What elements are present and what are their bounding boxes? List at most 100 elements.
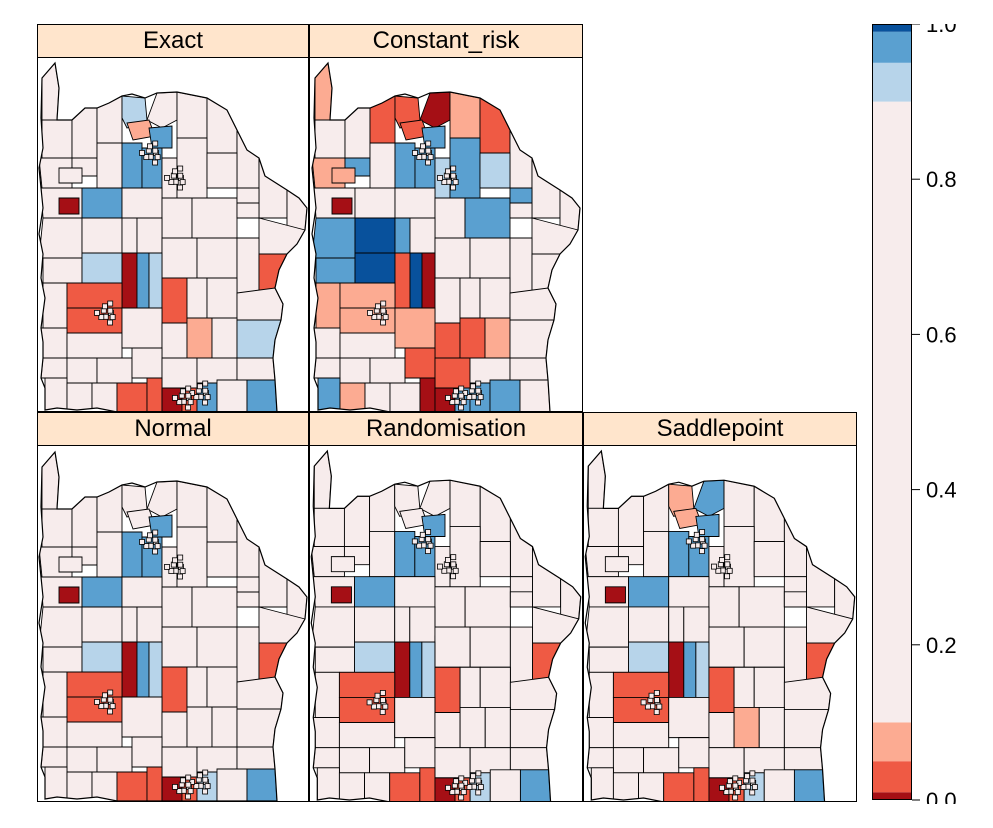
- urban-tract: [711, 563, 717, 570]
- region-r23: [121, 576, 163, 608]
- region-r22: [81, 187, 123, 219]
- region-r48: [40, 716, 68, 748]
- urban-tract: [177, 165, 184, 172]
- urban-tract: [450, 184, 456, 191]
- region-r14: [58, 167, 83, 184]
- region-r25: [464, 197, 511, 239]
- region-r64: [364, 382, 391, 412]
- region-r30: [121, 606, 138, 643]
- region-r40: [148, 641, 163, 698]
- urban-tract: [177, 184, 183, 191]
- region-r24: [434, 197, 466, 239]
- urban-tract: [371, 314, 378, 320]
- urban-tract: [656, 703, 663, 710]
- region-r64: [91, 771, 118, 801]
- region-r70: [763, 769, 795, 802]
- region-r60: [196, 746, 238, 773]
- region-r29: [354, 606, 396, 643]
- region-r9: [236, 129, 260, 189]
- urban-tract: [412, 150, 418, 156]
- colorbar-tick-label: 0.6: [926, 322, 957, 347]
- region-r49: [612, 722, 670, 749]
- urban-tract: [139, 539, 145, 545]
- urban-tract: [109, 314, 116, 321]
- urban-tract: [382, 314, 389, 321]
- region-r50: [121, 307, 163, 349]
- region-r23: [394, 576, 436, 608]
- region-r65: [389, 382, 421, 412]
- urban-tract: [441, 567, 448, 574]
- region-r58: [131, 347, 163, 379]
- urban-tract: [419, 531, 426, 538]
- urban-tract: [176, 399, 183, 405]
- region-r52: [733, 707, 760, 749]
- region-r50: [394, 307, 436, 349]
- region-r30: [394, 217, 411, 254]
- urban-tract: [449, 399, 456, 405]
- region-r23: [668, 576, 710, 608]
- region-r30: [394, 606, 411, 643]
- region-r23: [394, 187, 436, 219]
- urban-tract: [450, 554, 457, 561]
- region-r20: [753, 541, 785, 578]
- region-r70: [216, 379, 248, 412]
- urban-tract: [179, 568, 186, 575]
- region-r58: [678, 737, 710, 769]
- region-r62: [317, 377, 341, 412]
- region-r7: [449, 479, 481, 527]
- region-r16: [668, 531, 690, 578]
- region-outline: [38, 450, 308, 802]
- region-r44: [236, 676, 284, 710]
- region-r8: [479, 485, 511, 542]
- urban-tract: [640, 699, 647, 706]
- colorbar-band: [872, 24, 912, 32]
- urban-tract: [445, 168, 451, 175]
- region-r3: [344, 107, 371, 159]
- urban-tract: [749, 777, 756, 784]
- urban-tract: [458, 404, 464, 411]
- region-r72: [330, 586, 352, 604]
- map-randomisation: [309, 446, 583, 802]
- region-r67: [434, 387, 456, 412]
- region-r16: [394, 142, 416, 189]
- region-r29: [354, 217, 396, 254]
- region-r59: [161, 357, 198, 389]
- region-r25: [464, 586, 511, 628]
- region-r57: [369, 747, 406, 774]
- region-r62: [316, 767, 340, 802]
- urban-tract: [367, 310, 373, 316]
- region-r67: [434, 777, 456, 802]
- urban-tract: [734, 789, 741, 795]
- urban-tract: [699, 548, 705, 555]
- region-r39: [409, 252, 423, 309]
- region-r33: [743, 626, 785, 668]
- colorbar-band: [872, 792, 912, 800]
- region-r37: [354, 252, 396, 284]
- urban-tract: [441, 179, 448, 185]
- region-r20: [206, 152, 238, 189]
- region-r16: [394, 531, 416, 578]
- urban-tract: [107, 696, 114, 703]
- region-r48: [40, 327, 68, 359]
- region-r2: [41, 119, 73, 159]
- region-r41: [161, 277, 188, 324]
- region-r71: [793, 769, 826, 802]
- region-r23: [121, 187, 163, 219]
- region-r40: [695, 641, 710, 698]
- colorbar-tick-label: 0.0: [926, 788, 957, 804]
- urban-tract: [425, 140, 432, 147]
- urban-tract: [744, 773, 750, 780]
- region-r35: [258, 253, 288, 294]
- region-r58: [131, 736, 163, 768]
- region-r60: [196, 357, 238, 384]
- region-r71: [519, 769, 552, 802]
- region-r56: [612, 747, 645, 774]
- region-r43: [206, 277, 238, 319]
- region-r32: [434, 626, 471, 668]
- region-r67: [708, 777, 730, 802]
- urban-tract: [453, 778, 459, 785]
- region-r67: [161, 387, 183, 412]
- region-r35: [531, 253, 561, 294]
- region-r39: [136, 641, 150, 698]
- region-r44: [236, 287, 284, 321]
